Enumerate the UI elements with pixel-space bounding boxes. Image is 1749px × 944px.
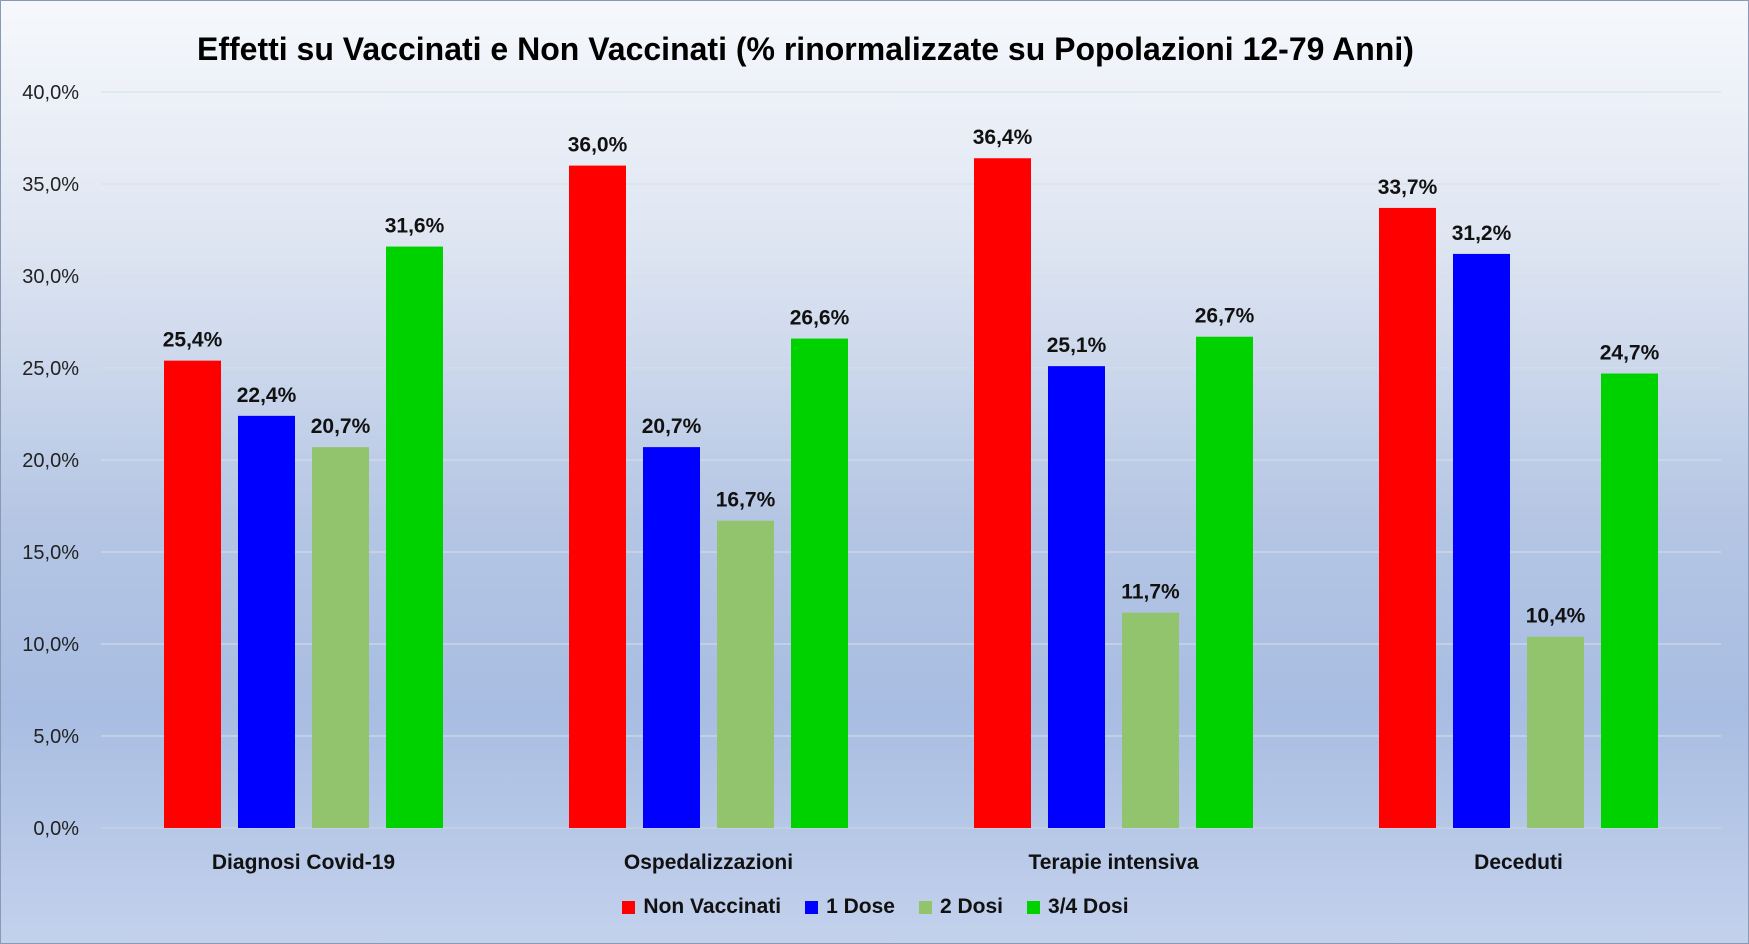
data-label: 24,7%: [1600, 342, 1660, 365]
legend-swatch: [1027, 900, 1041, 914]
legend-label: Non Vaccinati: [643, 895, 782, 918]
x-tick-label: Ospedalizzazioni: [624, 851, 793, 874]
legend-swatch: [622, 900, 636, 914]
bar: [717, 520, 774, 828]
gridlines: [101, 91, 1721, 829]
legend-label: 1 Dose: [826, 895, 895, 918]
legend-item: 3/4 Dosi: [1027, 895, 1129, 919]
data-label: 31,2%: [1452, 222, 1512, 245]
y-tick-label: 5,0%: [33, 726, 79, 748]
data-label: 31,6%: [385, 215, 445, 238]
bar: [791, 338, 848, 828]
data-label: 20,7%: [642, 415, 702, 438]
data-label: 25,4%: [163, 329, 223, 352]
bar: [1453, 253, 1510, 829]
legend-item: Non Vaccinati: [622, 895, 781, 919]
x-tick-label: Deceduti: [1474, 851, 1563, 874]
chart-title: Effetti su Vaccinati e Non Vaccinati (% …: [197, 31, 1414, 67]
legend-label: 3/4 Dosi: [1048, 895, 1129, 918]
legend-item: 2 Dosi: [919, 895, 1003, 919]
y-tick-label: 30,0%: [22, 266, 79, 288]
data-label: 36,0%: [568, 134, 628, 157]
data-label: 26,6%: [790, 307, 850, 330]
data-label: 25,1%: [1047, 334, 1107, 357]
data-labels: 25,4% 22,4% 20,7% 31,6% 36,0% 20,7% 16,7% 26,6%…: [163, 126, 1660, 627]
bar: [643, 447, 700, 828]
x-tick-label: Diagnosi Covid-19: [212, 851, 395, 874]
bar: [1122, 612, 1179, 828]
bar: [974, 158, 1031, 829]
y-tick-label: 40,0%: [22, 82, 79, 104]
bar: [1379, 207, 1436, 829]
y-tick-label: 10,0%: [22, 634, 79, 656]
y-tick-label: 15,0%: [22, 542, 79, 564]
legend-item: 1 Dose: [805, 895, 895, 919]
data-label: 20,7%: [311, 415, 371, 438]
legend-swatch: [805, 900, 819, 914]
bar: [164, 360, 221, 828]
bars: [164, 158, 1658, 829]
legend-swatch: [919, 900, 932, 914]
y-tick-label: 20,0%: [22, 450, 79, 472]
data-label: 26,7%: [1195, 305, 1255, 328]
y-tick-label: 35,0%: [22, 174, 79, 196]
y-axis-ticks: 0,0% 5,0% 10,0% 15,0% 20,0% 25,0% 30,0% 35,0% 40…: [22, 82, 79, 840]
y-tick-label: 25,0%: [22, 358, 79, 380]
bar: [312, 447, 369, 828]
bar: [569, 165, 626, 829]
x-tick-label: Terapie intensiva: [1028, 851, 1198, 874]
legend: Non Vaccinati 1 Dose 2 Dosi 3/4 Dosi: [1, 895, 1749, 919]
y-tick-label: 0,0%: [33, 818, 79, 840]
bar: [238, 415, 295, 828]
bar: [386, 246, 443, 828]
bar: [1527, 636, 1584, 828]
data-label: 22,4%: [237, 384, 297, 407]
bar: [1048, 366, 1105, 828]
bar: [1196, 336, 1253, 828]
data-label: 16,7%: [716, 489, 776, 512]
data-label: 36,4%: [973, 126, 1033, 149]
legend-label: 2 Dosi: [940, 895, 1004, 918]
data-label: 33,7%: [1378, 176, 1438, 199]
data-label: 11,7%: [1121, 581, 1180, 604]
x-axis-ticks: Diagnosi Covid-19 Ospedalizzazioni Terapie…: [212, 851, 1563, 874]
data-label: 10,4%: [1526, 605, 1586, 628]
bar: [1601, 373, 1658, 828]
